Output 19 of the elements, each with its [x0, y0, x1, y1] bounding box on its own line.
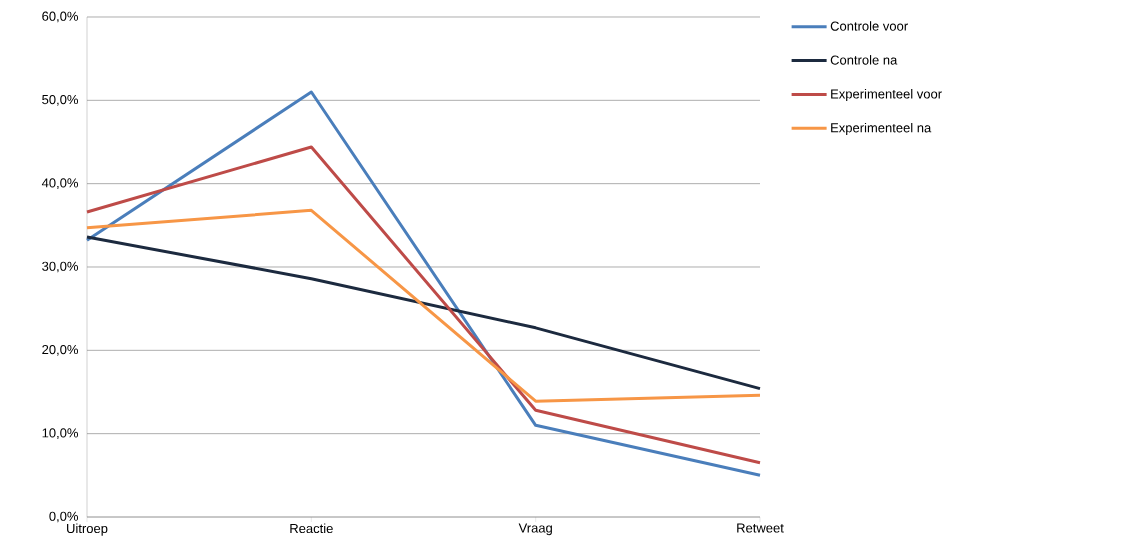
- y-tick-label: 50,0%: [42, 94, 79, 106]
- x-tick-label: Vraag: [518, 523, 552, 536]
- x-tick-label: Reactie: [290, 523, 333, 534]
- y-tick-label: 60,0%: [42, 11, 79, 23]
- y-tick-label: 0,0%: [49, 511, 79, 523]
- line-series: [85, 145, 762, 465]
- line-series: [85, 235, 762, 391]
- y-tick-label: 40,0%: [41, 178, 79, 190]
- legend-label: Controle na: [830, 55, 898, 65]
- y-tick-label: 20,0%: [42, 344, 79, 356]
- x-tick-label: Uitroep: [67, 523, 108, 536]
- legend-label: Experimenteel na: [831, 122, 932, 135]
- line-series: [85, 90, 762, 477]
- line-series: [85, 208, 762, 403]
- legend-label: Controle voor: [830, 21, 908, 31]
- y-tick-label: 30,0%: [42, 261, 79, 273]
- legend-label: Experimenteel voor: [831, 88, 942, 102]
- x-tick-label: Retweet: [737, 523, 784, 533]
- y-tick-label: 10,0%: [42, 428, 79, 440]
